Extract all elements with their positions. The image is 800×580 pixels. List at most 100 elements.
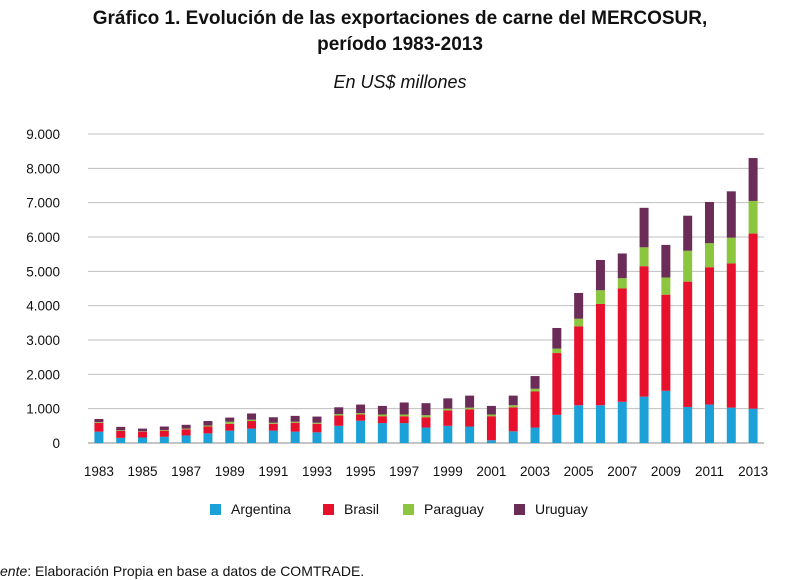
- bar-segment-argentina-2012: [726, 407, 736, 443]
- bar-segment-paraguay-1983: [94, 422, 104, 423]
- bar-segment-argentina-1997: [399, 423, 409, 443]
- bar-segment-paraguay-2012: [726, 237, 736, 264]
- bar-segment-argentina-1995: [356, 420, 366, 443]
- x-tick-label: 2005: [564, 464, 594, 479]
- bar-segment-brasil-2003: [530, 391, 540, 428]
- bar-segment-argentina-1983: [94, 431, 104, 443]
- bar-segment-argentina-1996: [377, 423, 387, 443]
- legend-swatch-argentina: [210, 503, 221, 515]
- bar-segment-uruguay-1989: [225, 417, 235, 422]
- legend-item-brasil: Brasil: [323, 501, 379, 517]
- bar-segment-brasil-2004: [552, 353, 562, 415]
- bar-segment-brasil-1985: [138, 431, 148, 438]
- bar-segment-uruguay-1999: [443, 398, 453, 409]
- bar-segment-argentina-1998: [421, 427, 431, 443]
- bar-segment-paraguay-1992: [290, 421, 300, 423]
- bar-segment-argentina-1986: [159, 436, 169, 443]
- bar-segment-argentina-2008: [639, 396, 649, 443]
- y-tick-label: 7.000: [26, 196, 60, 211]
- bar-segment-uruguay-1985: [138, 428, 148, 432]
- y-tick-label: 5.000: [26, 264, 60, 279]
- bar-segment-uruguay-1988: [203, 421, 213, 426]
- bar-segment-argentina-1994: [334, 425, 344, 443]
- bar-segment-argentina-2004: [552, 414, 562, 443]
- legend-label-uruguay: Uruguay: [535, 501, 588, 517]
- bar-segment-uruguay-2004: [552, 327, 562, 349]
- x-tick-label: 1985: [127, 464, 157, 479]
- bar-segment-paraguay-1995: [356, 413, 366, 415]
- bar-segment-uruguay-1983: [94, 418, 104, 423]
- bar-segment-argentina-1984: [116, 437, 126, 443]
- bar-segment-brasil-1990: [247, 421, 257, 429]
- x-tick-label: 2001: [476, 464, 506, 479]
- legend-label-paraguay: Paraguay: [424, 501, 484, 517]
- x-tick-label: 1987: [171, 464, 201, 479]
- chart-title-line-2: período 1983-2013: [317, 34, 483, 55]
- x-tick-label: 1993: [302, 464, 332, 479]
- bar-segment-uruguay-2006: [595, 260, 605, 291]
- bar-segment-brasil-1994: [334, 415, 344, 426]
- bar-segment-paraguay-1993: [312, 422, 322, 424]
- x-tick-label: 1989: [215, 464, 245, 479]
- bar-segment-brasil-2005: [574, 326, 584, 406]
- bar-segment-paraguay-2009: [661, 277, 671, 295]
- bar-segment-paraguay-1990: [247, 419, 257, 422]
- bar-segment-argentina-1990: [247, 428, 257, 443]
- chart-subtitle: En US$ millones: [333, 72, 467, 92]
- legend-swatch-uruguay: [514, 503, 525, 515]
- bar-segment-uruguay-1986: [159, 426, 169, 430]
- bar-segment-paraguay-2005: [574, 318, 584, 327]
- bar-segment-argentina-2009: [661, 390, 671, 443]
- x-tick-label: 2013: [738, 464, 768, 479]
- bar-segment-argentina-1987: [181, 435, 191, 443]
- bar-segment-uruguay-1984: [116, 426, 126, 431]
- bar-segment-paraguay-1984: [116, 430, 126, 431]
- bar-segment-uruguay-1991: [268, 417, 278, 423]
- bar-segment-paraguay-1991: [268, 422, 278, 424]
- bar-segment-brasil-2007: [617, 288, 627, 402]
- bar-segment-uruguay-2009: [661, 244, 671, 278]
- bar-segment-argentina-1999: [443, 425, 453, 443]
- bar-segment-uruguay-1992: [290, 415, 300, 422]
- bar-segment-brasil-1997: [399, 416, 409, 424]
- bar-segment-paraguay-1989: [225, 421, 235, 424]
- bar-segment-brasil-1987: [181, 429, 191, 436]
- x-tick-label: 1999: [433, 464, 463, 479]
- bar-segment-argentina-2005: [574, 405, 584, 443]
- bar-segment-paraguay-2002: [508, 405, 518, 408]
- bar-segment-paraguay-1996: [377, 414, 387, 417]
- bar-segment-paraguay-2001: [486, 414, 496, 417]
- bar-segment-uruguay-1987: [181, 424, 191, 429]
- bar-segment-argentina-1991: [268, 430, 278, 443]
- legend-label-brasil: Brasil: [344, 501, 380, 517]
- y-tick-label: 3.000: [26, 333, 60, 348]
- bar-segment-brasil-2002: [508, 407, 518, 432]
- legend-item-uruguay: Uruguay: [514, 501, 588, 517]
- bar-segment-paraguay-1986: [159, 429, 169, 431]
- bar-segment-argentina-2011: [704, 404, 714, 443]
- bar-segment-argentina-1988: [203, 433, 213, 443]
- bar-segment-brasil-2006: [595, 303, 605, 406]
- bar-segment-brasil-2013: [748, 233, 758, 409]
- source-note: ente: Elaboración Propia en base a datos…: [0, 563, 364, 579]
- bar-segment-argentina-1989: [225, 430, 235, 443]
- bar-segment-paraguay-2007: [617, 278, 627, 289]
- x-tick-label: 1995: [346, 464, 376, 479]
- bars: [94, 158, 758, 443]
- bar-segment-uruguay-1993: [312, 416, 322, 423]
- stacked-bar-chart: 0 1.000 2.000 3.000 4.000 5.000 6.000 7.000 8.00…: [26, 127, 768, 479]
- bar-segment-brasil-1998: [421, 417, 431, 428]
- bar-segment-uruguay-1995: [356, 404, 366, 414]
- x-tick-label: 1991: [258, 464, 288, 479]
- bar-segment-argentina-2000: [465, 426, 475, 443]
- bar-segment-uruguay-2010: [683, 215, 693, 251]
- x-tick-label: 2007: [607, 464, 637, 479]
- legend-swatch-brasil: [323, 503, 334, 515]
- bar-segment-uruguay-2003: [530, 376, 540, 389]
- bar-segment-paraguay-1998: [421, 415, 431, 418]
- bar-segment-brasil-1983: [94, 422, 104, 432]
- chart-title-line-1: Gráfico 1. Evolución de las exportacione…: [92, 8, 708, 29]
- source-text: : Elaboración Propia en base a datos de …: [27, 563, 365, 579]
- bar-segment-brasil-2012: [726, 263, 736, 408]
- bar-segment-argentina-2003: [530, 427, 540, 443]
